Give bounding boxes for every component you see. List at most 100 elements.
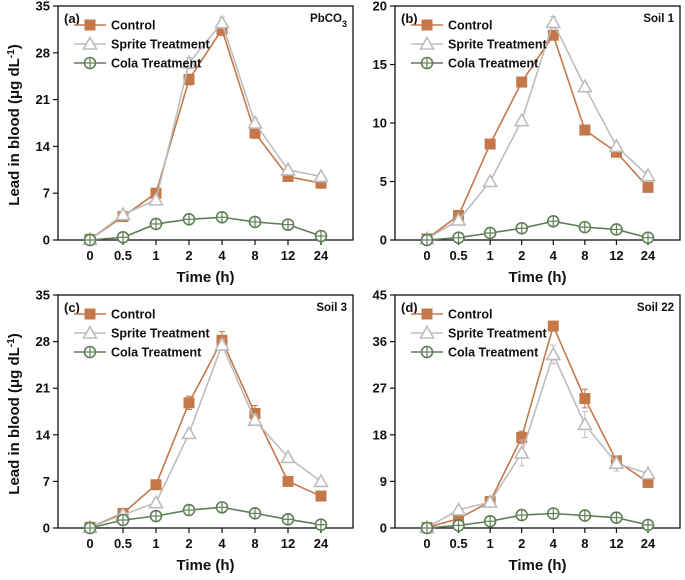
- legend-label: Control: [111, 19, 155, 33]
- x-axis-title: Time (h): [176, 269, 234, 286]
- panel-title-main: Soil 22: [637, 302, 674, 314]
- data-point: [545, 14, 562, 29]
- y-axis-title-close: ): [6, 333, 23, 338]
- x-tick-label: 1: [487, 536, 494, 551]
- y-tick-label: 9: [380, 474, 387, 489]
- legend-item-sprite: Sprite Treatment: [411, 324, 547, 341]
- y-tick-label: 18: [373, 427, 387, 442]
- y-tick-label: 28: [36, 334, 50, 349]
- series-cola: [420, 507, 655, 535]
- legend-marker: [83, 345, 97, 359]
- legend-item-sprite: Sprite Treatment: [411, 35, 547, 52]
- legend-marker: [419, 35, 435, 50]
- data-point: [483, 514, 497, 528]
- data-point: [148, 191, 164, 206]
- data-point: [281, 513, 295, 526]
- data-point: [578, 509, 592, 522]
- x-tick-label: 0.5: [114, 248, 132, 263]
- legend-label: Sprite Treatment: [111, 327, 210, 341]
- data-point: [116, 231, 130, 244]
- x-tick-label: 0: [86, 248, 93, 263]
- y-tick-label: 36: [373, 334, 387, 349]
- data-point: [314, 518, 328, 531]
- y-tick-label: 28: [36, 45, 50, 60]
- x-tick-label: 2: [185, 536, 192, 551]
- legend-label: Cola Treatment: [448, 346, 539, 360]
- y-tick-label: 7: [43, 186, 50, 201]
- legend-marker: [83, 56, 97, 70]
- data-point: [148, 494, 164, 509]
- series-cola: [83, 501, 328, 535]
- legend-label: Sprite Treatment: [448, 38, 547, 52]
- data-point: [546, 214, 560, 228]
- data-point: [282, 475, 294, 487]
- x-tick-label: 24: [314, 536, 329, 551]
- x-tick-label: 0: [423, 536, 430, 551]
- data-point: [314, 229, 328, 243]
- data-point: [516, 76, 528, 88]
- data-point: [576, 416, 593, 431]
- series-cola: [83, 210, 328, 247]
- y-axis-title-main: Lead in blood (μg dL: [6, 58, 23, 206]
- x-tick-label: 12: [609, 248, 623, 263]
- data-point: [452, 519, 465, 532]
- data-point: [215, 210, 229, 224]
- series-line: [89, 342, 322, 529]
- x-tick-label: 4: [218, 248, 226, 263]
- y-tick-label: 7: [43, 474, 50, 489]
- data-point: [182, 503, 196, 517]
- legend-item-cola: Cola Treatment: [74, 346, 202, 360]
- data-point: [248, 215, 262, 229]
- data-point: [149, 509, 163, 523]
- data-point: [484, 138, 496, 150]
- x-tick-label: 8: [581, 536, 588, 551]
- data-point: [610, 511, 623, 524]
- y-tick-label: 0: [380, 521, 387, 536]
- legend-item-cola: Cola Treatment: [411, 57, 539, 71]
- x-tick-label: 24: [641, 248, 656, 263]
- data-point: [182, 212, 196, 226]
- x-tick-label: 0.5: [450, 536, 468, 551]
- x-tick-label: 24: [641, 536, 656, 551]
- x-axis-title: Time (h): [176, 557, 234, 574]
- series-line: [89, 21, 322, 240]
- data-point: [280, 449, 296, 464]
- x-tick-label: 0.5: [114, 536, 132, 551]
- panel-title: Soil 3: [316, 302, 347, 314]
- legend: Control Sprite Treatment Cola Treatment: [411, 308, 547, 360]
- legend: Control Sprite Treatment Cola Treatment: [74, 19, 210, 71]
- series-cola: [420, 214, 655, 247]
- data-point: [482, 173, 499, 188]
- plot-frame: [57, 5, 354, 241]
- y-tick-label: 14: [36, 427, 51, 442]
- y-tick-label: 27: [373, 381, 387, 396]
- legend-item-cola: Cola Treatment: [74, 57, 202, 71]
- legend-item-cola: Cola Treatment: [411, 346, 539, 360]
- series-control: [84, 331, 327, 533]
- series-sprite: [419, 14, 656, 245]
- data-point: [642, 181, 654, 193]
- y-tick-label: 15: [373, 57, 387, 72]
- x-tick-label: 4: [218, 536, 226, 551]
- data-point: [546, 507, 560, 520]
- y-axis-title-sup: -1: [6, 338, 17, 347]
- data-point: [450, 211, 467, 226]
- data-point: [608, 138, 625, 153]
- legend-marker: [82, 35, 98, 50]
- y-tick-label: 0: [380, 233, 387, 248]
- data-point: [482, 493, 499, 508]
- data-point: [183, 397, 195, 409]
- x-tick-label: 2: [518, 536, 525, 551]
- x-tick-label: 8: [251, 248, 258, 263]
- legend-marker: [84, 308, 96, 320]
- data-point: [183, 74, 195, 86]
- x-tick-label: 12: [281, 248, 295, 263]
- data-point: [578, 220, 592, 234]
- data-point: [513, 112, 530, 127]
- panel-title: PbCO3: [310, 13, 347, 29]
